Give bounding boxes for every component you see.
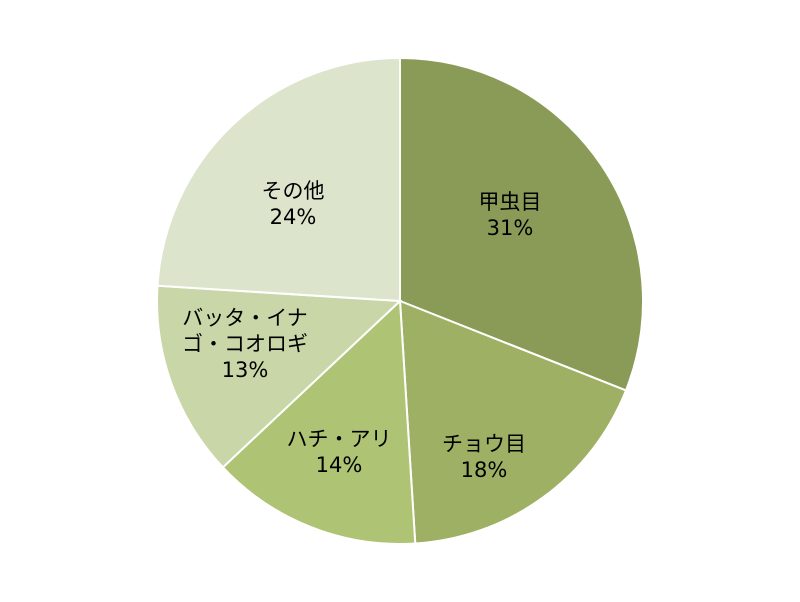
pie-slice-5 <box>156 56 401 303</box>
pie-value-label-2: 18% <box>461 458 508 482</box>
pie-value-label-5: 24% <box>270 205 317 229</box>
pie-category-label-3: ハチ・アリ <box>287 427 392 451</box>
pie-slice-3 <box>221 298 417 545</box>
pie-slice-1 <box>399 56 644 392</box>
pie-value-label-1: 31% <box>487 216 534 240</box>
pie-slice-2 <box>398 299 628 545</box>
pie-slice-4 <box>156 284 403 469</box>
pie-slices <box>156 56 644 545</box>
pie-value-label-3: 14% <box>316 453 363 477</box>
pie-category-label-5: その他 <box>262 179 325 203</box>
pie-category-label-4: バッタ・イナ <box>182 306 308 330</box>
pie-category-label-1: 甲虫目 <box>479 190 542 214</box>
pie-category-label-4: ゴ・コオロギ <box>182 332 308 356</box>
pie-value-label-4: 13% <box>222 358 269 382</box>
pie-category-label-2: チョウ目 <box>442 432 526 456</box>
